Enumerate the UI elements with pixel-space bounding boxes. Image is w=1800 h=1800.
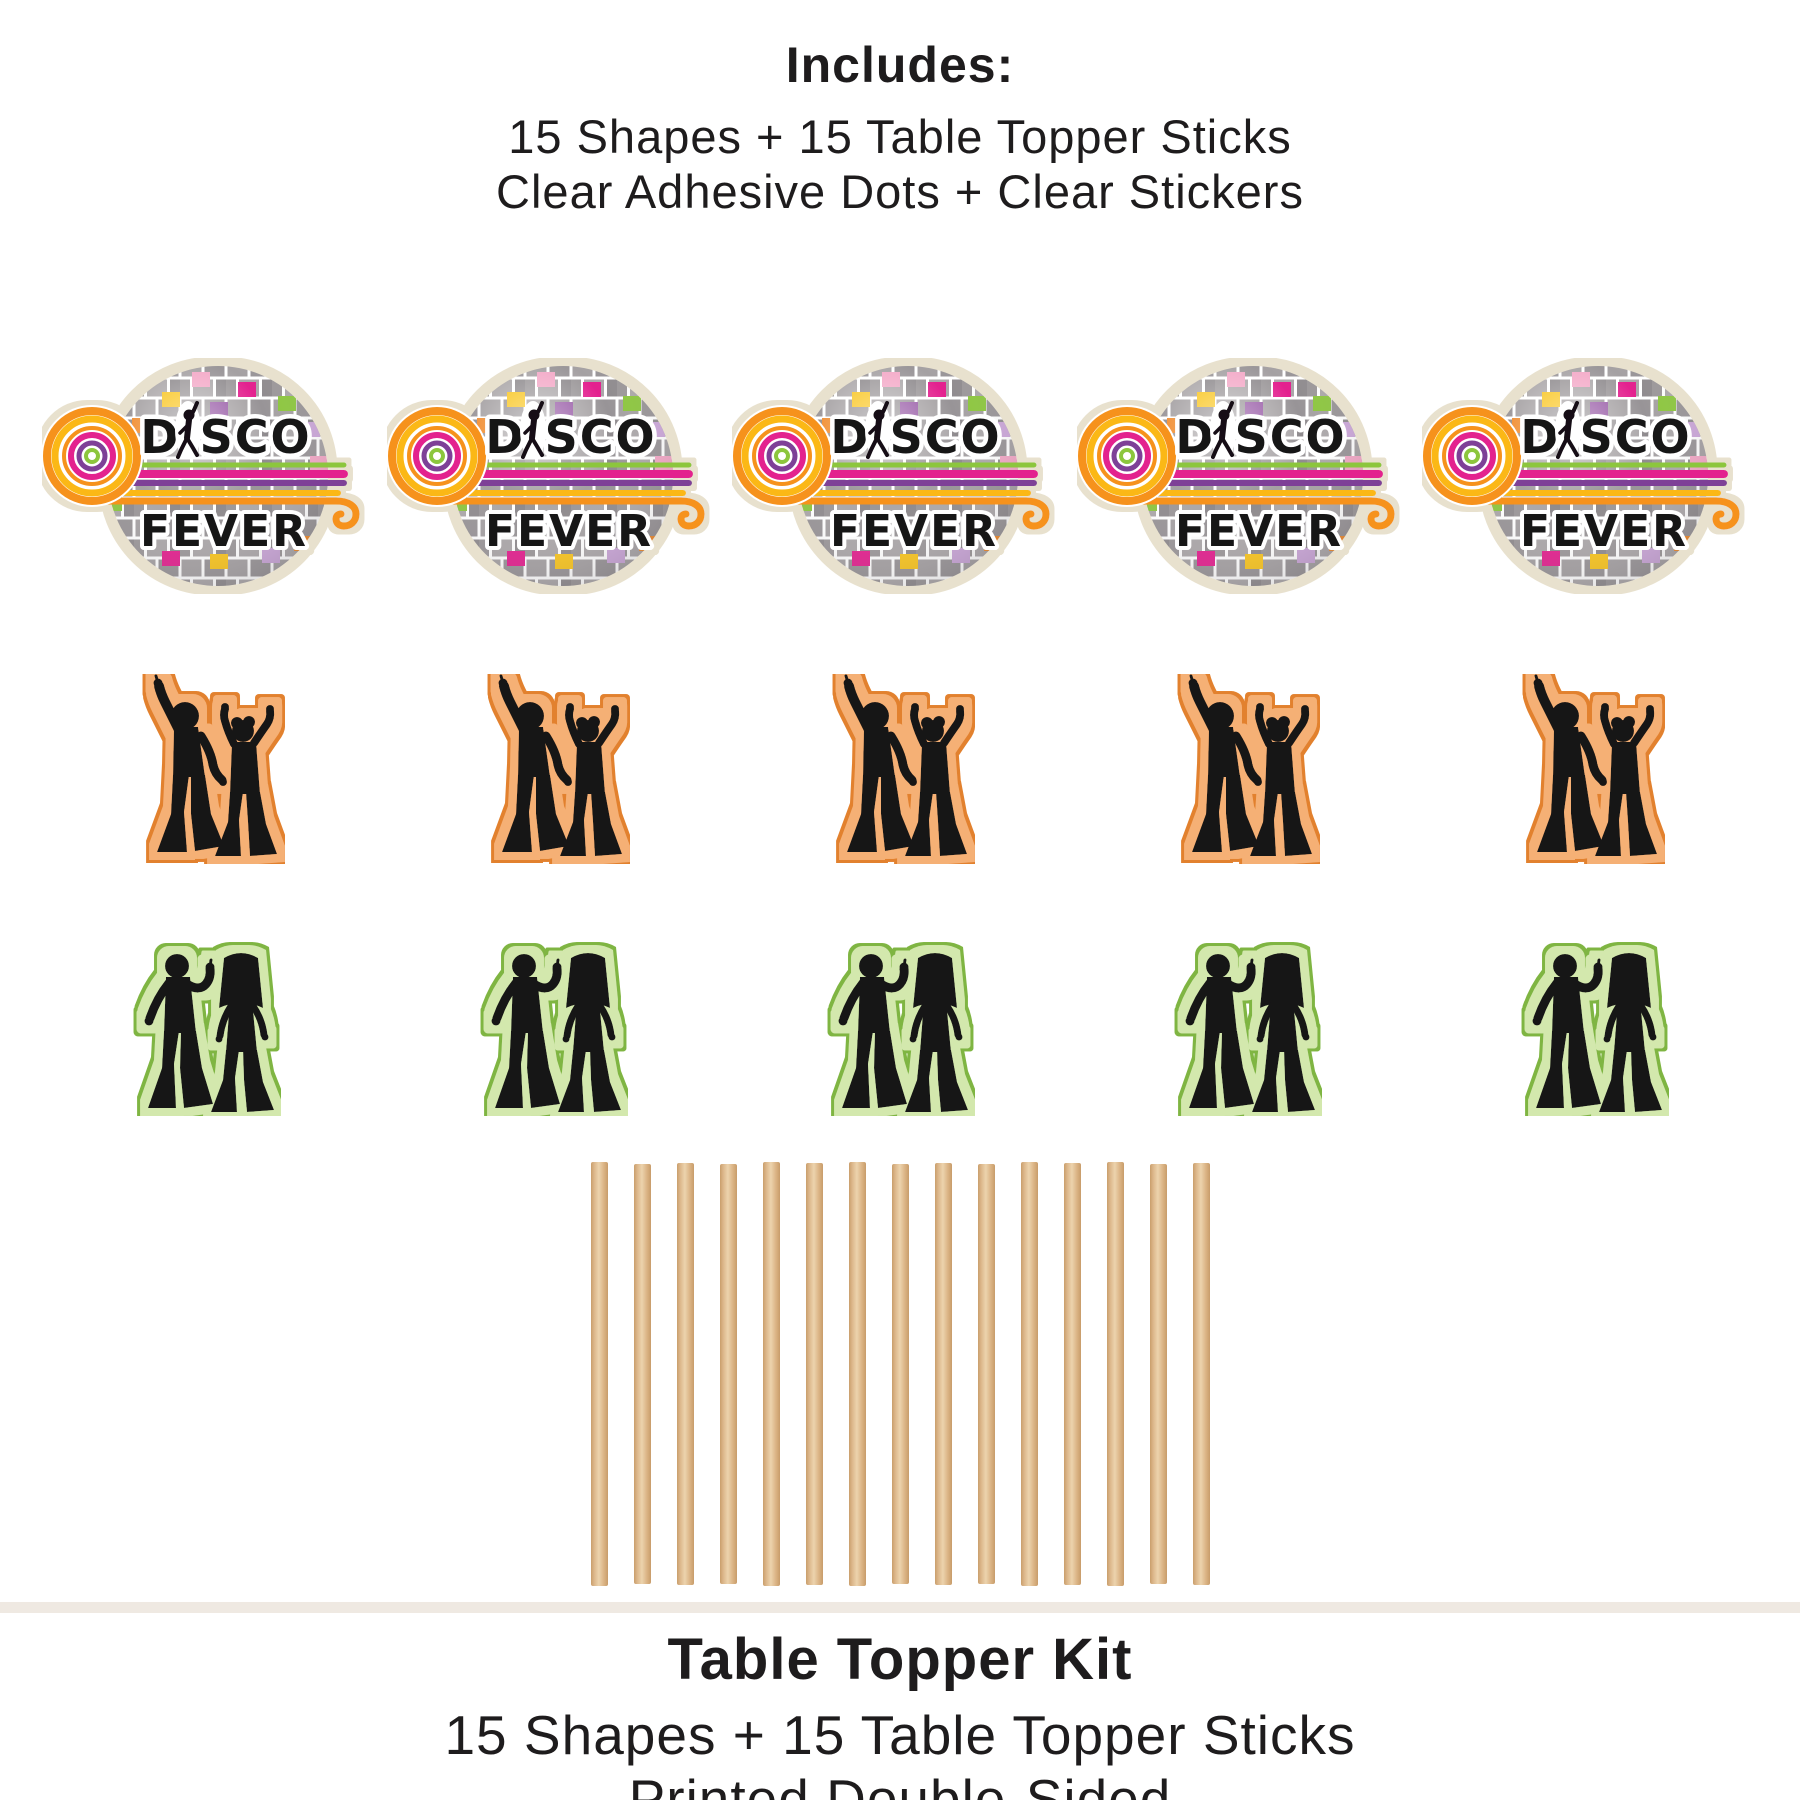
includes-line-1: 15 Shapes + 15 Table Topper Sticks [508,110,1292,163]
table-topper-stick [676,1163,694,1585]
green-dancers-topper-shape [478,936,628,1116]
table-topper-stick [633,1164,651,1584]
kit-line-2: Printed Double-Sided [628,1768,1172,1800]
includes-line-2: Clear Adhesive Dots + Clear Stickers [496,164,1304,218]
orange-dancers-topper-shape [1170,674,1320,864]
disco-fever-ball-topper-shape [732,358,1068,594]
table-topper-stick [762,1162,780,1586]
orange-dancers-row [0,674,1800,864]
disco-fever-ball-topper-shape [42,358,378,594]
table-topper-stick [719,1164,737,1584]
disco-fever-ball-topper-shape [1077,358,1413,594]
disco-fever-ball-topper-shape [387,358,723,594]
table-topper-stick [805,1163,823,1585]
orange-dancers-topper-shape [480,674,630,864]
table-topper-stick [1192,1163,1210,1585]
kit-title: Table Topper Kit [667,1627,1133,1692]
table-topper-stick [1106,1162,1124,1586]
table-topper-stick [934,1163,952,1585]
green-dancers-topper-shape [131,936,281,1116]
orange-dancers-topper-shape [1515,674,1665,864]
table-topper-stick [1063,1163,1081,1585]
orange-dancers-topper-shape [135,674,285,864]
table-topper-stick [1020,1162,1038,1586]
table-topper-stick [891,1164,909,1584]
green-dancers-topper-shape [825,936,975,1116]
section-divider [0,1602,1800,1613]
green-dancers-row [0,936,1800,1116]
table-topper-stick [1149,1164,1167,1584]
table-topper-stick [977,1164,995,1584]
orange-dancers-topper-shape [825,674,975,864]
disco-ball-topper-row [0,358,1800,594]
kit-footer: Table Topper Kit 15 Shapes + 15 Table To… [0,1626,1800,1800]
includes-title: Includes: [785,37,1015,93]
includes-header: Includes: 15 Shapes + 15 Table Topper St… [0,36,1800,219]
table-topper-stick [590,1162,608,1586]
green-dancers-topper-shape [1519,936,1669,1116]
green-dancers-topper-shape [1172,936,1322,1116]
table-topper-stick [848,1162,866,1586]
table-topper-sticks-row [0,1162,1800,1586]
disco-fever-ball-topper-shape [1422,358,1758,594]
kit-line-1: 15 Shapes + 15 Table Topper Sticks [444,1704,1356,1766]
